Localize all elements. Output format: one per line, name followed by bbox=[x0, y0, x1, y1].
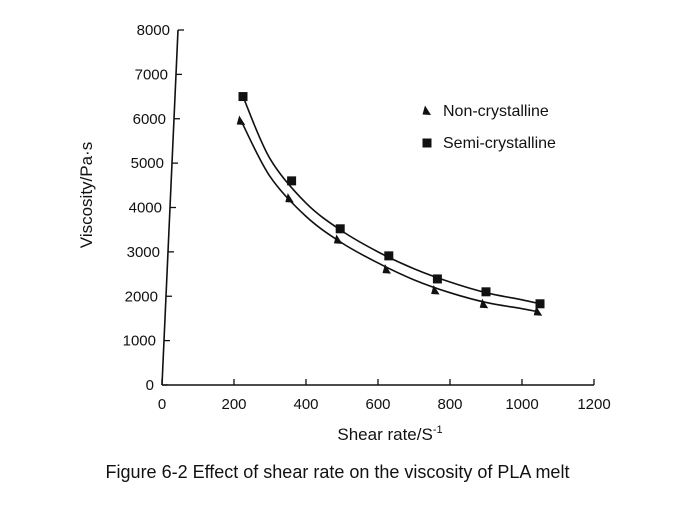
semi-crystalline-point bbox=[335, 224, 345, 234]
x-axis-title: Shear rate/S-1 bbox=[337, 424, 442, 444]
non-crystalline-point bbox=[533, 306, 543, 316]
y-tick-label: 0 bbox=[146, 377, 154, 394]
legend-label: Semi-crystalline bbox=[443, 135, 556, 152]
y-tick-label: 6000 bbox=[133, 111, 166, 128]
semi-crystalline-point bbox=[481, 287, 491, 297]
semi-crystalline-point bbox=[287, 176, 297, 186]
semi-crystalline-point bbox=[535, 299, 545, 309]
x-tick-label: 800 bbox=[437, 396, 462, 413]
y-tick-label: 7000 bbox=[135, 66, 168, 83]
non-crystalline-point bbox=[479, 298, 489, 309]
y-tick-label: 4000 bbox=[129, 200, 162, 217]
legend: Non-crystalline Semi-crystalline bbox=[422, 103, 556, 152]
x-tick-label: 1000 bbox=[505, 396, 538, 413]
ticks: 0 200 400 600 800 1000 1200 0 1000 2000 3000 4000 50… bbox=[123, 22, 611, 413]
x-tick-label: 0 bbox=[158, 396, 166, 413]
non-crystalline-point bbox=[431, 284, 440, 295]
y-tick-label: 3000 bbox=[127, 244, 160, 261]
y-tick-label: 8000 bbox=[137, 22, 170, 39]
semi-crystalline-point bbox=[384, 251, 394, 261]
y-tick-label: 2000 bbox=[125, 288, 158, 305]
x-axis-title-text: Shear rate/S bbox=[337, 425, 432, 444]
x-axis-title-superscript: -1 bbox=[433, 424, 443, 436]
semi-crystalline-point bbox=[432, 274, 442, 284]
y-tick-label: 5000 bbox=[131, 155, 164, 172]
x-tick-label: 600 bbox=[365, 396, 390, 413]
legend-square-icon bbox=[422, 138, 432, 148]
data-points bbox=[236, 92, 545, 316]
x-tick-label: 200 bbox=[221, 396, 246, 413]
x-tick-label: 400 bbox=[293, 396, 318, 413]
non-crystalline-point bbox=[333, 234, 343, 244]
y-axis-title: Viscosity/Pa·s bbox=[77, 142, 96, 248]
legend-triangle-icon bbox=[422, 105, 431, 115]
semi-crystalline-point bbox=[238, 92, 248, 102]
x-tick-label: 1200 bbox=[577, 396, 610, 413]
non-crystalline-point bbox=[285, 193, 294, 203]
figure-caption: Figure 6-2 Effect of shear rate on the v… bbox=[105, 462, 570, 482]
non-crystalline-point bbox=[382, 264, 391, 274]
legend-label: Non-crystalline bbox=[443, 103, 549, 120]
axes bbox=[161, 29, 594, 386]
non-crystalline-point bbox=[236, 115, 246, 125]
y-tick-label: 1000 bbox=[123, 333, 156, 350]
fit-curve-2 bbox=[242, 96, 541, 305]
fitted-curves bbox=[240, 96, 541, 313]
